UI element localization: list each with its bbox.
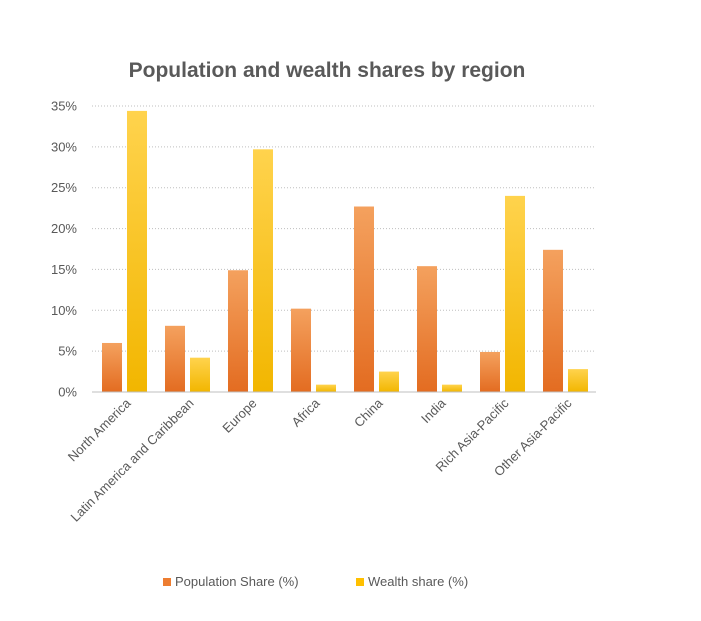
y-tick-label: 15%: [51, 262, 77, 277]
bar-population: [417, 266, 437, 392]
bar-population: [291, 308, 311, 392]
y-tick-label: 30%: [51, 139, 77, 154]
x-tick-label: India: [418, 395, 449, 426]
bar-population: [228, 270, 248, 392]
bar-wealth: [568, 369, 588, 392]
bars: [102, 110, 588, 392]
bar-wealth: [127, 110, 147, 392]
y-tick-label: 5%: [58, 344, 77, 359]
x-tick-label: Africa: [289, 395, 324, 430]
x-tick-label: North America: [65, 395, 134, 464]
y-tick-label: 10%: [51, 303, 77, 318]
legend-label: Population Share (%): [175, 574, 299, 589]
bar-wealth: [253, 149, 273, 392]
y-tick-label: 20%: [51, 221, 77, 236]
bar-population: [165, 325, 185, 392]
bar-population: [354, 206, 374, 392]
legend: Population Share (%) Wealth share (%): [163, 574, 468, 589]
legend-label: Wealth share (%): [368, 574, 468, 589]
bar-wealth: [505, 195, 525, 392]
gridlines: [92, 105, 596, 352]
y-tick-label: 0%: [58, 385, 77, 400]
bar-wealth: [316, 384, 336, 392]
bar-wealth: [190, 357, 210, 392]
bar-population: [102, 342, 122, 392]
y-axis-ticks: 0% 5% 10% 15% 20% 25% 30% 35%: [51, 99, 77, 400]
legend-swatch: [356, 578, 364, 586]
legend-swatch: [163, 578, 171, 586]
bar-population: [480, 351, 500, 392]
bar-population: [543, 249, 563, 392]
bar-wealth: [442, 384, 462, 392]
x-tick-label: China: [351, 395, 386, 430]
x-tick-label: Europe: [219, 396, 259, 436]
y-tick-label: 35%: [51, 99, 77, 114]
chart-title: Population and wealth shares by region: [129, 59, 526, 82]
y-tick-label: 25%: [51, 180, 77, 195]
x-tick-label: Latin America and Caribbean: [67, 396, 196, 525]
bar-wealth: [379, 371, 399, 392]
